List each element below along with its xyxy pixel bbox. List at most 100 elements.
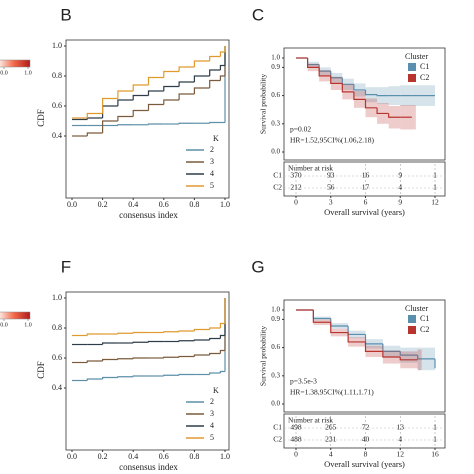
y-tick-label: 0.6 — [271, 343, 280, 351]
curve-step — [117, 376, 134, 378]
y-tick-label: 1.0 — [52, 293, 62, 302]
curve-step — [193, 75, 210, 82]
y-tick-label: 0.3 — [271, 371, 280, 379]
curve-step — [178, 373, 195, 376]
y-axis-label: CDF — [36, 109, 46, 127]
legend-title: Cluster — [405, 304, 428, 313]
legend-label: C1 — [420, 62, 429, 71]
risk-value: 265 — [325, 423, 337, 432]
curve-step — [178, 122, 195, 124]
risk-value: 498 — [290, 423, 302, 432]
curve-step — [178, 81, 195, 87]
curve-step — [117, 99, 134, 106]
curve-step — [382, 351, 401, 358]
panel-label: C — [252, 5, 264, 24]
cdf-panel: B 0.4 0.6 0.8 1.0 0.0 0.2 0.4 0.6 0.8 1.0 consensus… — [36, 5, 230, 220]
y-tick-label: 0.9 — [271, 63, 280, 71]
curve-step — [330, 322, 349, 334]
x-axis-label: consensus index — [119, 462, 178, 472]
risk-value: 370 — [290, 171, 302, 180]
curve-step — [388, 113, 401, 118]
x-tick-label: 0.4 — [128, 452, 138, 461]
legend-label: 4 — [210, 421, 214, 430]
curve-step — [330, 75, 343, 84]
curve-step — [86, 360, 103, 363]
curve-step — [102, 105, 118, 118]
curve-step — [178, 340, 195, 342]
curve-step — [163, 356, 180, 358]
y-tick-label: 0.8 — [52, 71, 62, 80]
risk-value: 17 — [362, 183, 370, 192]
curve-step — [147, 76, 164, 85]
risk-value: 231 — [325, 435, 337, 444]
y-tick-label: 1.0 — [271, 54, 280, 62]
curve-step — [117, 90, 134, 99]
x-tick-label: 0.2 — [98, 452, 108, 461]
risk-value: 488 — [290, 435, 302, 444]
risk-value: 1 — [433, 171, 437, 180]
risk-row-label: C2 — [273, 435, 282, 444]
curve-step — [399, 357, 418, 361]
panel-label: B — [60, 5, 71, 24]
risk-value: 1 — [433, 183, 437, 192]
y-axis-label: Survival probability — [259, 326, 268, 386]
colorbar — [0, 59, 31, 68]
risk-value: 72 — [362, 423, 370, 432]
curve-step — [163, 99, 180, 105]
x-axis-label: Overall survival (years) — [324, 459, 405, 469]
x-tick-label: 0.8 — [189, 452, 199, 461]
legend-label: C1 — [420, 314, 429, 323]
curve-step — [147, 90, 164, 96]
curve-step — [219, 64, 225, 70]
legend-label: 2 — [210, 397, 214, 406]
x-tick-label: 0.6 — [159, 452, 169, 461]
curve-step — [163, 374, 180, 376]
curve-step — [312, 310, 331, 323]
curve-step — [132, 94, 149, 100]
legend-label: 2 — [210, 145, 214, 154]
legend-label: C2 — [420, 73, 429, 82]
y-tick-label: 0.4 — [52, 383, 62, 392]
risk-value: 1 — [433, 435, 437, 444]
confidence-band — [411, 105, 416, 130]
curve-step — [132, 375, 149, 377]
curve-step — [193, 60, 210, 67]
curve-step — [209, 337, 221, 340]
curve-step — [318, 67, 331, 77]
legend-title: Cluster — [405, 52, 428, 61]
risk-frame — [283, 161, 446, 197]
x-axis-label: Overall survival (years) — [324, 207, 405, 217]
y-tick-label: 0.3 — [271, 119, 280, 127]
legend-label: 4 — [210, 169, 214, 178]
curve-step — [117, 358, 134, 360]
y-tick-label: 0.8 — [52, 323, 62, 332]
curve-step — [132, 341, 149, 343]
curve-step — [376, 107, 389, 115]
y-axis-label: CDF — [36, 361, 46, 379]
annotation: HR=1.38,95CI%(1.11,1.71) — [290, 388, 374, 397]
x-tick-label: 4 — [329, 450, 333, 459]
survival-panel: G 0.0 0.3 0.6 0.91.0 Survival probability p=3.… — [251, 257, 446, 469]
curve-step — [163, 70, 180, 78]
risk-row-label: C1 — [273, 171, 282, 180]
x-tick-label: 0 — [294, 450, 298, 459]
annotation: p=3.5e-3 — [290, 377, 317, 386]
colorbar-label: 0.0 — [0, 322, 8, 328]
risk-value: 4 — [398, 435, 402, 444]
x-tick-label: 6 — [364, 198, 368, 207]
x-tick-label: 12 — [431, 198, 439, 207]
curve-step — [178, 93, 195, 100]
legend-swatch — [408, 315, 416, 323]
x-axis-label: consensus index — [119, 210, 178, 220]
curve-step — [399, 351, 418, 356]
legend-swatch — [408, 326, 416, 334]
y-tick-label: 0.9 — [271, 315, 280, 323]
y-tick-label: 0.6 — [271, 91, 280, 99]
legend-label: 3 — [210, 157, 214, 166]
curve-step — [163, 85, 180, 91]
curve-step — [193, 87, 210, 94]
x-tick-label: 0.4 — [128, 200, 138, 209]
curve-step — [178, 355, 195, 358]
curve-step — [364, 341, 383, 352]
legend-label: 5 — [210, 433, 214, 442]
